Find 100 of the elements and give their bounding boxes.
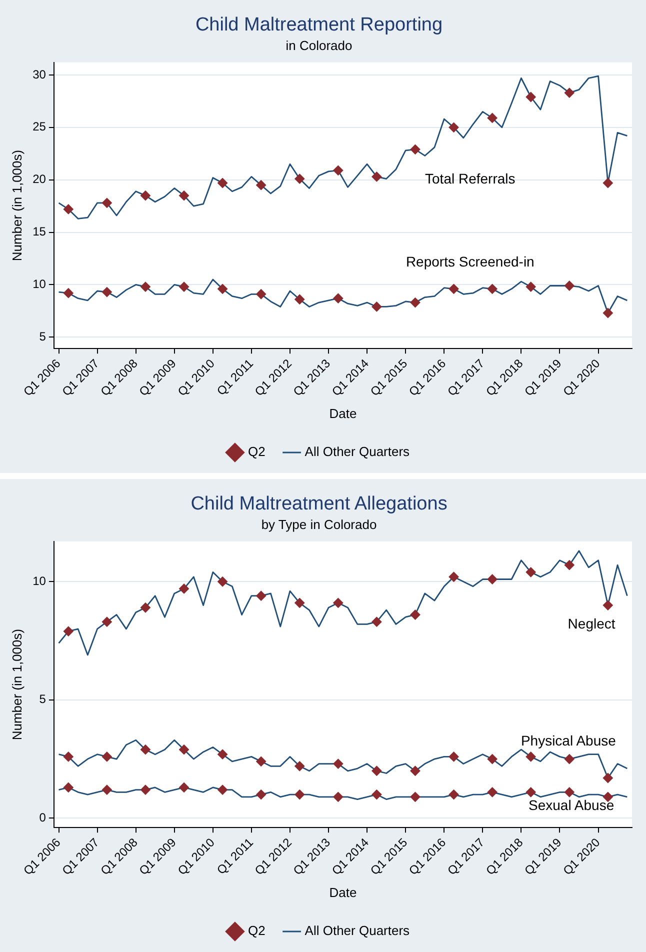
point [564, 280, 574, 291]
point [140, 602, 150, 613]
x-axis-title: Date [329, 406, 357, 421]
point [256, 590, 266, 601]
point [218, 576, 228, 587]
point [63, 288, 74, 298]
point [179, 282, 190, 292]
point [602, 772, 613, 783]
legend-label: Q2 [248, 444, 266, 460]
point [602, 178, 613, 188]
y-tick-label: 20 [32, 172, 46, 186]
point [256, 289, 266, 300]
point [102, 752, 112, 762]
annotation: Sexual Abuse [528, 797, 614, 814]
y-tick-label: 10 [32, 574, 46, 588]
point [333, 165, 344, 176]
y-tick-label: 15 [32, 224, 46, 239]
point [487, 754, 498, 764]
point [372, 790, 382, 800]
legend-label: Q2 [248, 923, 266, 938]
point [372, 302, 382, 312]
point [294, 294, 305, 304]
point [140, 784, 150, 795]
point [526, 282, 536, 292]
point [218, 178, 228, 188]
point [140, 744, 150, 755]
point [487, 574, 498, 584]
point [448, 122, 459, 132]
point [526, 92, 536, 102]
y-axis-title: Number (in 1,000s) [9, 628, 24, 740]
point [63, 204, 74, 214]
point [218, 784, 228, 795]
point [487, 112, 498, 123]
point [410, 792, 420, 802]
point [564, 787, 574, 798]
point [526, 567, 536, 578]
point [487, 284, 498, 294]
point [179, 744, 190, 755]
point [564, 560, 574, 570]
point [294, 598, 305, 608]
point [256, 756, 266, 766]
point [63, 626, 74, 636]
annotation: Neglect [568, 615, 616, 632]
point [179, 190, 190, 201]
point [294, 790, 305, 800]
x-axis-title: Date [329, 884, 357, 900]
point [526, 787, 536, 798]
chart-title: Child Maltreatment Allegations [190, 494, 448, 515]
point [448, 790, 459, 800]
point [63, 782, 74, 792]
point [294, 174, 305, 184]
point [602, 308, 613, 318]
y-axis-title: Number (in 1,000s) [9, 150, 24, 262]
point [140, 282, 150, 292]
point [564, 754, 574, 764]
point [372, 172, 382, 182]
annotation: Total Referrals [425, 170, 516, 187]
point [372, 616, 382, 627]
point [448, 284, 459, 294]
chart-subtitle: by Type in Colorado [261, 517, 377, 532]
y-tick-label: 0 [39, 810, 46, 825]
point [256, 180, 266, 190]
point [410, 144, 420, 154]
point [179, 584, 190, 594]
point [294, 761, 305, 772]
point [448, 752, 459, 762]
point [333, 758, 344, 769]
point [140, 190, 150, 201]
annotation: Reports Screened-in [406, 254, 534, 270]
point [102, 616, 112, 627]
point [526, 752, 536, 762]
point [218, 749, 228, 760]
point [487, 787, 498, 798]
point [410, 298, 420, 308]
legend-label: All Other Quarters [304, 923, 410, 938]
point [372, 766, 382, 776]
point [410, 610, 420, 620]
point [333, 293, 344, 304]
point [333, 792, 344, 802]
point [102, 198, 112, 208]
legend-label: All Other Quarters [304, 444, 410, 460]
point [179, 782, 190, 792]
point [256, 790, 266, 800]
y-tick-label: 10 [32, 277, 46, 292]
point [448, 572, 459, 582]
annotation: Physical Abuse [520, 732, 616, 749]
y-tick-label: 30 [32, 67, 46, 82]
y-tick-label: 5 [39, 329, 46, 344]
chart-subtitle: in Colorado [286, 38, 352, 54]
point [102, 287, 112, 298]
point [218, 284, 228, 294]
point [410, 766, 420, 776]
point [564, 88, 574, 98]
point [102, 784, 112, 795]
point [63, 752, 74, 762]
point [602, 600, 613, 610]
y-tick-label: 5 [39, 692, 46, 706]
chart-title: Child Maltreatment Reporting [195, 14, 443, 36]
y-tick-label: 25 [32, 120, 46, 134]
point [333, 598, 344, 608]
